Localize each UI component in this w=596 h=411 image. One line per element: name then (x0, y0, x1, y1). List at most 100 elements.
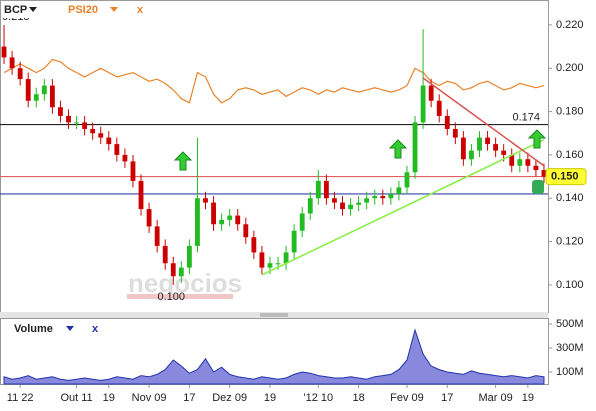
candle-body (33, 94, 39, 101)
watermark: negocios (128, 268, 242, 298)
candle-body (493, 144, 499, 151)
arrow-icon (527, 129, 547, 149)
candle-body (138, 180, 144, 210)
y-tick-label: 0.180 (556, 105, 584, 117)
candle-body (41, 85, 47, 95)
y-tick-label: 0.160 (556, 149, 584, 161)
price-box (545, 168, 587, 186)
legend-main[interactable]: BCP (4, 4, 27, 16)
candle-body (460, 137, 466, 160)
candle-body (130, 161, 136, 181)
legend-bg (2, 2, 152, 18)
price-label: 0.150 (551, 170, 579, 182)
arrow-icon (173, 151, 193, 171)
candle-body (428, 85, 434, 101)
candle-body (485, 137, 490, 145)
candle-body (525, 159, 531, 166)
level-label: 0.174 (512, 111, 540, 123)
candle-body (122, 154, 128, 162)
candle-body (380, 196, 386, 199)
x-tick-label: '12 10 (304, 392, 334, 404)
candle-body (227, 215, 233, 220)
y-tick-label: 0.140 (556, 192, 584, 204)
x-tick-label: 19 (103, 392, 115, 404)
candle-body (195, 198, 200, 246)
legend-dropdown[interactable] (29, 7, 37, 12)
x-tick-label: 18 (352, 392, 364, 404)
y-tick-label: 0.100 (556, 279, 584, 291)
candle-body (436, 100, 442, 116)
candle-body (477, 137, 482, 151)
candle-body (332, 198, 337, 203)
x-tick-label: Mar 09 (478, 392, 512, 404)
candle-body (235, 215, 241, 225)
x-tick-label: 19 (264, 392, 276, 404)
trend-line (261, 139, 545, 276)
candle-body (25, 79, 31, 101)
candle-body (444, 115, 450, 129)
candle-body (420, 85, 426, 123)
candle-body (17, 68, 23, 80)
scroll-handle[interactable] (260, 313, 288, 317)
x-tick-label: Fev 09 (390, 392, 424, 404)
candle-body (509, 154, 515, 166)
y-tick-label: 0.200 (556, 62, 584, 74)
candle-body (267, 263, 273, 268)
candle-body (404, 172, 410, 188)
x-tick-label: Dez 09 (212, 392, 247, 404)
candle-body (533, 165, 539, 171)
x-tick-label: 19 (522, 392, 534, 404)
legend-overlay[interactable]: PSI20 (68, 4, 98, 16)
candle-body (364, 198, 370, 203)
legend-dropdown[interactable] (66, 326, 74, 331)
candle-body (178, 267, 184, 277)
main-frame (0, 0, 549, 313)
y-tick-label: 0.120 (556, 235, 584, 247)
arrow-icon (388, 139, 408, 159)
candle-body (275, 263, 281, 265)
candle-body (146, 209, 152, 227)
candle-body (1, 46, 7, 58)
legend-dropdown[interactable] (110, 7, 118, 12)
y-tick-label: 300M (556, 342, 584, 354)
candle-body (283, 252, 289, 264)
candle-body (517, 159, 523, 166)
candle-body (340, 202, 345, 210)
y-tick-label: 500M (556, 318, 584, 330)
watermark-bar (127, 294, 233, 299)
y-tick-label: 100M (556, 366, 584, 378)
candle-body (49, 85, 55, 108)
x-tick-label: 17 (183, 392, 195, 404)
annotation: 0.100 (157, 291, 185, 303)
candle-body (251, 237, 257, 253)
candle-body (90, 128, 96, 134)
y-tick-label: 0.220 (556, 19, 584, 31)
legend-volume[interactable]: Volume (14, 323, 53, 335)
candle-body (106, 137, 112, 145)
overlay-line (3, 58, 545, 104)
trend-line (422, 77, 545, 167)
candle-body (323, 180, 329, 199)
candle-body (356, 202, 362, 205)
candle-body (154, 226, 160, 246)
volume-area (3, 328, 545, 385)
candle-body (98, 133, 104, 138)
candle-body (412, 122, 418, 173)
candle-body (299, 213, 305, 231)
legend-close[interactable]: x (137, 4, 144, 16)
candle-body (307, 198, 313, 214)
candle-body (243, 224, 249, 238)
candle-body (66, 115, 71, 123)
candle-body (501, 150, 507, 155)
candle-body (170, 263, 176, 277)
candle-body (74, 122, 79, 124)
candle-body (162, 245, 168, 264)
candle-body (541, 170, 547, 177)
candle-body (469, 150, 474, 160)
candle-body (211, 202, 216, 225)
x-tick-label: Out 11 (60, 392, 92, 404)
candle-body (259, 252, 265, 268)
candle-body (396, 187, 402, 194)
legend-close[interactable]: x (92, 323, 99, 335)
